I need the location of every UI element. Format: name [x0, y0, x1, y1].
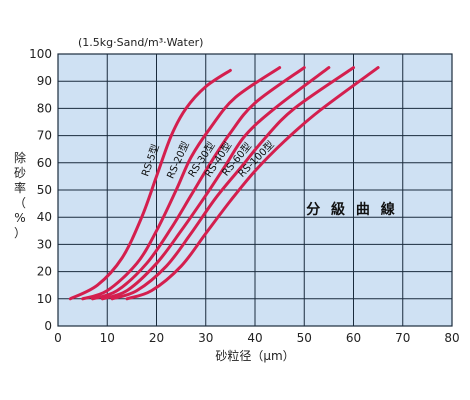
x-tick-label: 50	[297, 331, 312, 345]
grid-lines	[57, 53, 453, 327]
series-curve-4	[100, 66, 331, 301]
y-tick-label: 0	[44, 319, 52, 333]
y-tick-label: 100	[29, 47, 52, 61]
y-tick-label: 90	[37, 74, 52, 88]
y-tick-label: 30	[37, 237, 52, 251]
tick-labels: 0 10 20 30 40 50 60 70 80 0 10 20 30 40 50 60 70 80 90 100	[29, 47, 460, 345]
y-tick-label: 70	[37, 129, 52, 143]
x-tick-label: 60	[346, 331, 361, 345]
y-tick-label: 20	[37, 265, 52, 279]
y-tick-label: 60	[37, 156, 52, 170]
x-tick-label: 70	[395, 331, 410, 345]
x-tick-label: 40	[247, 331, 262, 345]
series-curve-6	[125, 66, 380, 301]
x-axis-label: 砂粒径（μm）	[215, 348, 294, 363]
series-curve-1	[68, 68, 232, 301]
x-tick-label: 0	[54, 331, 62, 345]
x-tick-label: 80	[444, 331, 459, 345]
y-tick-label: 80	[37, 101, 52, 115]
x-tick-label: 10	[100, 331, 115, 345]
y-tick-label: 10	[37, 292, 52, 306]
series-curve-5	[110, 66, 355, 301]
series-curves	[68, 66, 380, 301]
chart-inner-title: 分 級 曲 線	[306, 201, 398, 218]
condition-note: (1.5kg·Sand/m³·Water)	[78, 36, 203, 49]
y-tick-label: 50	[37, 183, 52, 197]
series-curve-3	[90, 66, 306, 301]
x-tick-label: 20	[149, 331, 164, 345]
x-tick-label: 30	[198, 331, 213, 345]
y-tick-label: 40	[37, 210, 52, 224]
series-curve-2	[81, 66, 282, 301]
y-axis-label: 除砂率（%）	[14, 150, 26, 240]
